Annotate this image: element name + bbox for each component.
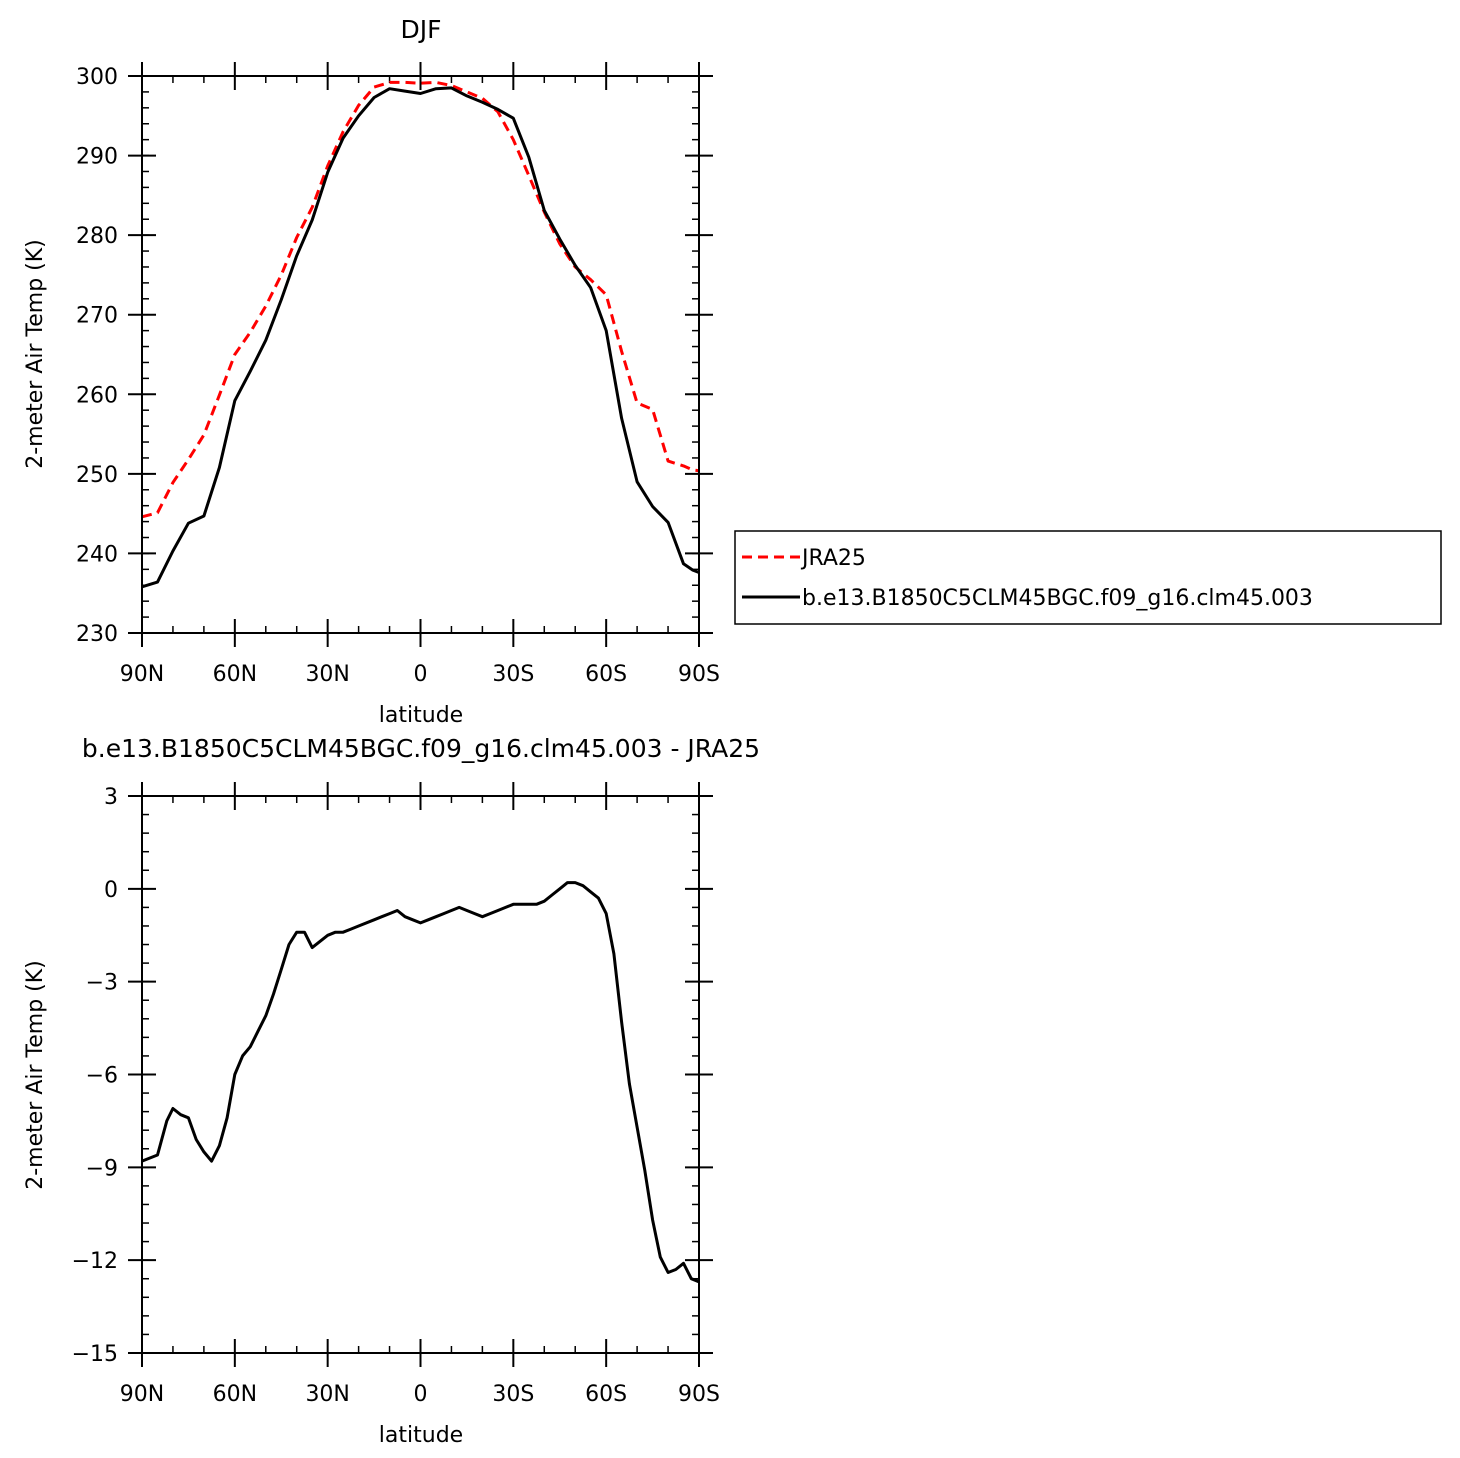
top-x-tick-label: 60S xyxy=(585,662,627,687)
top-tick-layer: 90N 60N 30N 0 30S 60S 90S 230 240 250 260 270 280 290… xyxy=(76,62,720,687)
bottom-plot-frame xyxy=(141,795,700,1354)
top-panel: DJF latitude 2-meter Air Temp (K) 90N 60N… xyxy=(23,15,720,728)
top-y-tick-label: 230 xyxy=(76,622,118,647)
top-x-tick-label: 0 xyxy=(414,662,428,687)
bottom-x-tick-label: 60S xyxy=(585,1382,627,1407)
top-y-tick-label: 270 xyxy=(76,304,118,329)
top-data-layer xyxy=(141,80,700,589)
bottom-x-axis-label: latitude xyxy=(379,1423,463,1448)
bottom-y-tick-label: 3 xyxy=(104,785,118,810)
bottom-x-tick-label: 60N xyxy=(213,1382,257,1407)
top-plot-frame xyxy=(141,75,700,634)
bottom-y-tick-label: 0 xyxy=(104,878,118,903)
bottom-tick-layer: 90N 60N 30N 0 30S 60S 90S −15 −12 −9 −6 −3 0 3 xyxy=(72,782,720,1407)
top-chart-title: DJF xyxy=(400,15,441,44)
top-y-axis-label: 2-meter Air Temp (K) xyxy=(23,239,48,469)
bottom-data-layer xyxy=(141,881,700,1284)
bottom-x-tick-label: 30N xyxy=(305,1382,349,1407)
bottom-panel: b.e13.B1850C5CLM45BGC.f09_g16.clm45.003 … xyxy=(23,734,760,1448)
bottom-y-tick-label: −12 xyxy=(72,1249,118,1274)
top-y-tick-label: 280 xyxy=(76,224,118,249)
top-y-tick-label: 300 xyxy=(76,65,118,90)
top-x-tick-label: 90N xyxy=(120,662,164,687)
top-series-line-model xyxy=(141,86,700,589)
bottom-x-tick-label: 90N xyxy=(120,1382,164,1407)
bottom-x-tick-label: 30S xyxy=(492,1382,534,1407)
top-x-tick-label: 30S xyxy=(492,662,534,687)
bottom-x-tick-label: 0 xyxy=(414,1382,428,1407)
top-y-tick-label: 250 xyxy=(76,463,118,488)
legend-label-model: b.e13.B1850C5CLM45BGC.f09_g16.clm45.003 xyxy=(802,586,1313,611)
bottom-series-line-difference xyxy=(141,881,700,1284)
top-y-tick-label: 260 xyxy=(76,383,118,408)
legend-label-jra25: JRA25 xyxy=(800,546,866,571)
top-x-tick-label: 90S xyxy=(678,662,720,687)
bottom-y-axis-label: 2-meter Air Temp (K) xyxy=(23,960,48,1190)
legend: JRA25 b.e13.B1850C5CLM45BGC.f09_g16.clm4… xyxy=(734,530,1442,625)
bottom-y-tick-label: −15 xyxy=(72,1342,118,1367)
bottom-y-tick-label: −6 xyxy=(86,1064,118,1089)
top-x-tick-label: 60N xyxy=(213,662,257,687)
bottom-chart-title: b.e13.B1850C5CLM45BGC.f09_g16.clm45.003 … xyxy=(82,734,760,763)
top-y-tick-label: 290 xyxy=(76,145,118,170)
bottom-x-tick-label: 90S xyxy=(678,1382,720,1407)
legend-box xyxy=(734,530,1442,625)
bottom-y-tick-label: −3 xyxy=(86,971,118,996)
top-y-tick-label: 240 xyxy=(76,542,118,567)
top-x-tick-label: 30N xyxy=(305,662,349,687)
bottom-y-tick-label: −9 xyxy=(86,1156,118,1181)
top-x-axis-label: latitude xyxy=(379,703,463,728)
top-series-line-jra25 xyxy=(141,80,700,519)
